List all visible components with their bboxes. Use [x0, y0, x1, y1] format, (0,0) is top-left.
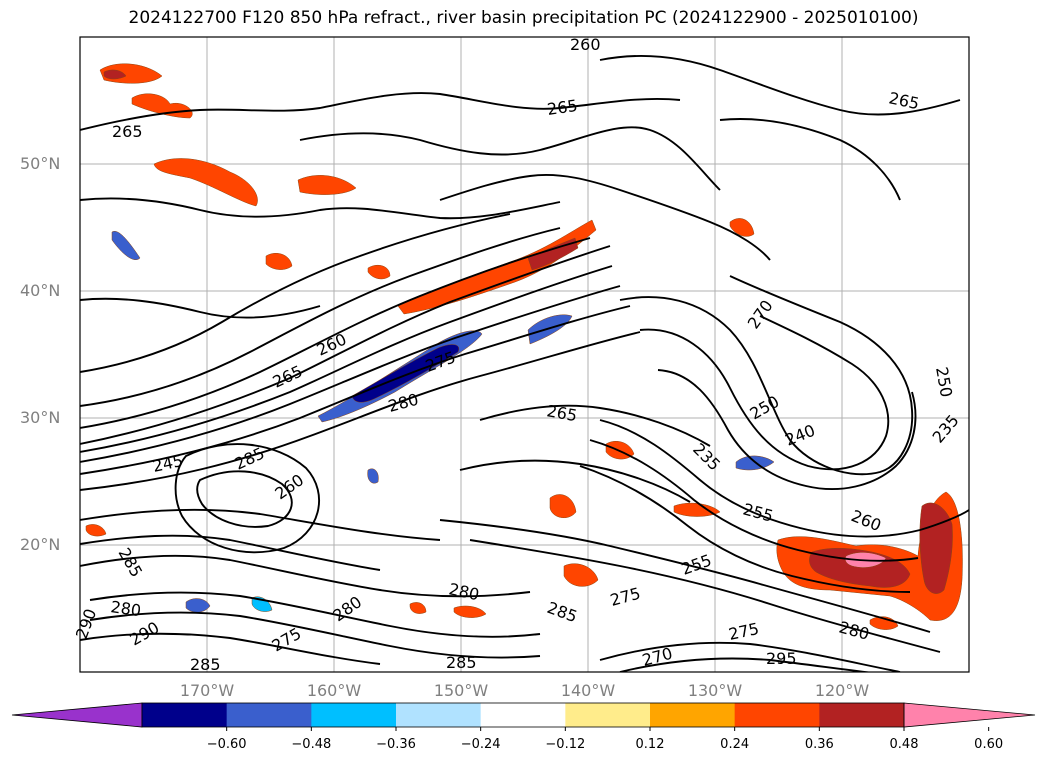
- warm-patch-4: [297, 175, 357, 195]
- longitude-label: 170°W: [179, 681, 235, 700]
- colorbar-tick-label: 0.24: [720, 737, 750, 752]
- colorbar-extend-high: [903, 702, 1036, 728]
- colorbar-segment: [650, 703, 736, 727]
- contour-label: 285: [446, 653, 477, 672]
- se-cluster-core-2: [919, 502, 953, 594]
- longitude-label: 160°W: [306, 681, 362, 700]
- longitude-label: 130°W: [687, 681, 743, 700]
- colorbar-segment: [311, 703, 397, 727]
- warm-patch-13: [409, 602, 427, 614]
- cool-patch-1: [527, 314, 573, 345]
- cool-patch-4: [185, 598, 211, 613]
- longitude-label: 150°W: [433, 681, 489, 700]
- warm-patch-9: [549, 494, 577, 519]
- refractivity-contours: [80, 54, 969, 672]
- warm-patch-11: [673, 502, 721, 517]
- colorbar-tick-label: −0.24: [460, 737, 501, 752]
- colorbar-tick-label: −0.12: [545, 737, 586, 752]
- contour-label: 265: [112, 122, 143, 141]
- cool-patch-2: [111, 230, 141, 260]
- contour-label: 295: [766, 649, 797, 668]
- warm-patch-1-core: [103, 69, 127, 80]
- warm-patch-5: [265, 253, 293, 270]
- colorbar-segment: [819, 703, 905, 727]
- warm-patch-7: [729, 218, 755, 237]
- colorbar-tick-label: 0.60: [974, 737, 1004, 752]
- warm-patch-12: [85, 524, 107, 537]
- contour-label: 265: [546, 96, 579, 119]
- colorbar-segment: [142, 703, 228, 727]
- cool-patch-6: [367, 468, 379, 484]
- contour-label: 285: [190, 655, 221, 674]
- colorbar: [11, 702, 1036, 731]
- colorbar-frame: [141, 702, 905, 728]
- warm-patch-10: [563, 563, 599, 587]
- colorbar-tick-label: −0.36: [376, 737, 416, 752]
- warm-patch-6: [367, 265, 391, 280]
- colorbar-tick-label: 0.48: [889, 737, 919, 752]
- latitude-label: 40°N: [20, 281, 61, 300]
- colorbar-segment: [480, 703, 566, 727]
- map-title: 2024122700 F120 850 hPa refract., river …: [128, 8, 919, 28]
- colorbar-tick-label: −0.60: [206, 737, 247, 752]
- colorbar-tick-label: −0.48: [291, 737, 332, 752]
- warm-patch-14: [453, 605, 487, 618]
- longitude-label: 120°W: [814, 681, 870, 700]
- colorbar-segment: [565, 703, 651, 727]
- colorbar-extend-low: [11, 702, 143, 728]
- contour-label: 260: [570, 35, 601, 54]
- latitude-label: 20°N: [20, 535, 61, 554]
- ar-cool-core: [351, 344, 460, 403]
- gridlines: [80, 37, 969, 672]
- cool-patch-5: [251, 596, 273, 612]
- colorbar-segment: [396, 703, 482, 727]
- contour-label: 280: [109, 597, 142, 620]
- colorbar-tick-label: 0.36: [804, 737, 834, 752]
- longitude-label: 140°W: [560, 681, 616, 700]
- latitude-label: 30°N: [20, 408, 61, 427]
- colorbar-tick-label: 0.12: [635, 737, 665, 752]
- colorbar-segment: [734, 703, 820, 727]
- colorbar-segment: [226, 703, 312, 727]
- warm-patch-3: [153, 158, 258, 207]
- latitude-label: 50°N: [20, 154, 61, 173]
